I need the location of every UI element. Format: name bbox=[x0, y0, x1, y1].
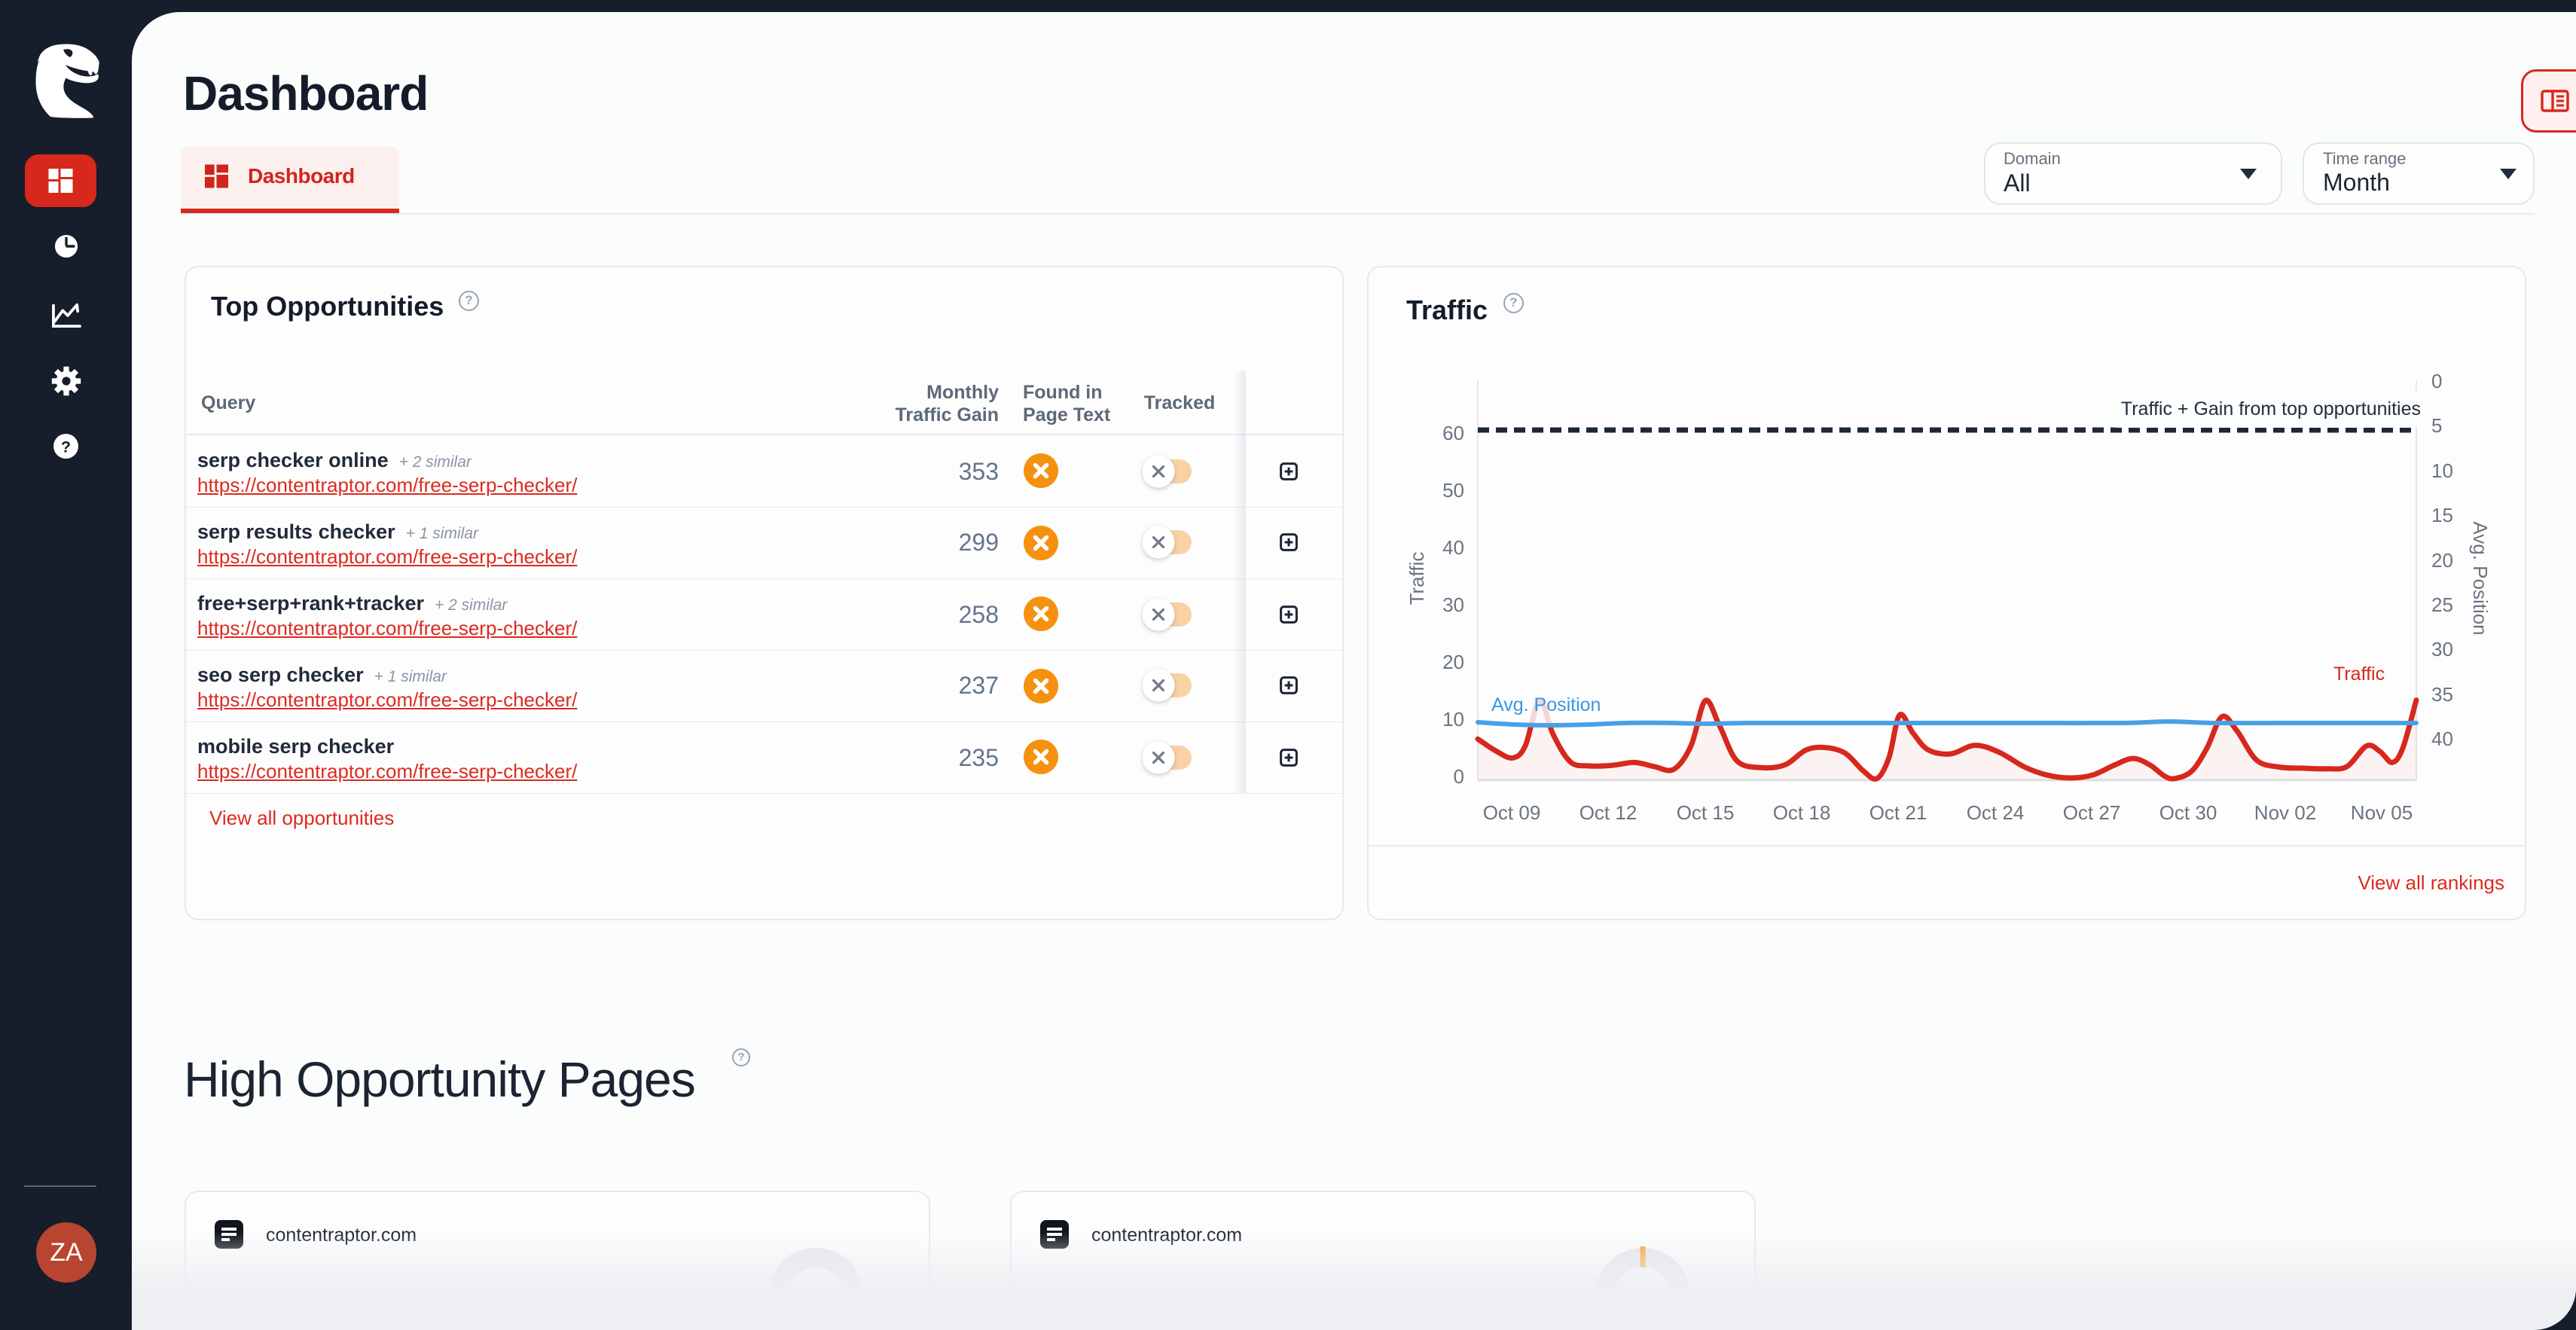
svg-text:10: 10 bbox=[2431, 459, 2453, 482]
svg-text:Oct 15: Oct 15 bbox=[1677, 801, 1735, 824]
svg-text:Oct 12: Oct 12 bbox=[1579, 801, 1637, 824]
svg-text:0: 0 bbox=[2431, 370, 2442, 392]
svg-text:Oct 30: Oct 30 bbox=[2159, 801, 2217, 824]
svg-text:20: 20 bbox=[1442, 651, 1464, 673]
svg-text:Nov 05: Nov 05 bbox=[2351, 801, 2413, 824]
svg-text:Oct 27: Oct 27 bbox=[2063, 801, 2121, 824]
svg-text:Nov 02: Nov 02 bbox=[2254, 801, 2316, 824]
svg-text:30: 30 bbox=[1442, 593, 1464, 616]
svg-text:Oct 18: Oct 18 bbox=[1773, 801, 1831, 824]
svg-text:?: ? bbox=[61, 438, 71, 456]
svg-text:35: 35 bbox=[2431, 683, 2453, 706]
svg-text:Oct 24: Oct 24 bbox=[1967, 801, 2025, 824]
svg-text:20: 20 bbox=[2431, 549, 2453, 572]
svg-text:5: 5 bbox=[2431, 414, 2442, 437]
svg-text:Traffic: Traffic bbox=[1406, 552, 1428, 606]
svg-text:30: 30 bbox=[2431, 638, 2453, 660]
svg-text:40: 40 bbox=[2431, 728, 2453, 750]
svg-text:Traffic + Gain from top opport: Traffic + Gain from top opportunities bbox=[2121, 398, 2421, 419]
svg-text:Oct 09: Oct 09 bbox=[1483, 801, 1541, 824]
svg-text:10: 10 bbox=[1442, 708, 1464, 731]
svg-text:15: 15 bbox=[2431, 504, 2453, 526]
svg-text:Oct 21: Oct 21 bbox=[1869, 801, 1927, 824]
svg-text:50: 50 bbox=[1442, 479, 1464, 502]
svg-text:Avg. Position: Avg. Position bbox=[1491, 694, 1601, 715]
svg-text:25: 25 bbox=[2431, 593, 2453, 616]
svg-text:40: 40 bbox=[1442, 536, 1464, 559]
svg-text:Avg. Position: Avg. Position bbox=[2469, 521, 2492, 635]
svg-text:Traffic: Traffic bbox=[2333, 663, 2385, 685]
svg-text:0: 0 bbox=[1454, 765, 1464, 788]
svg-text:60: 60 bbox=[1442, 422, 1464, 444]
